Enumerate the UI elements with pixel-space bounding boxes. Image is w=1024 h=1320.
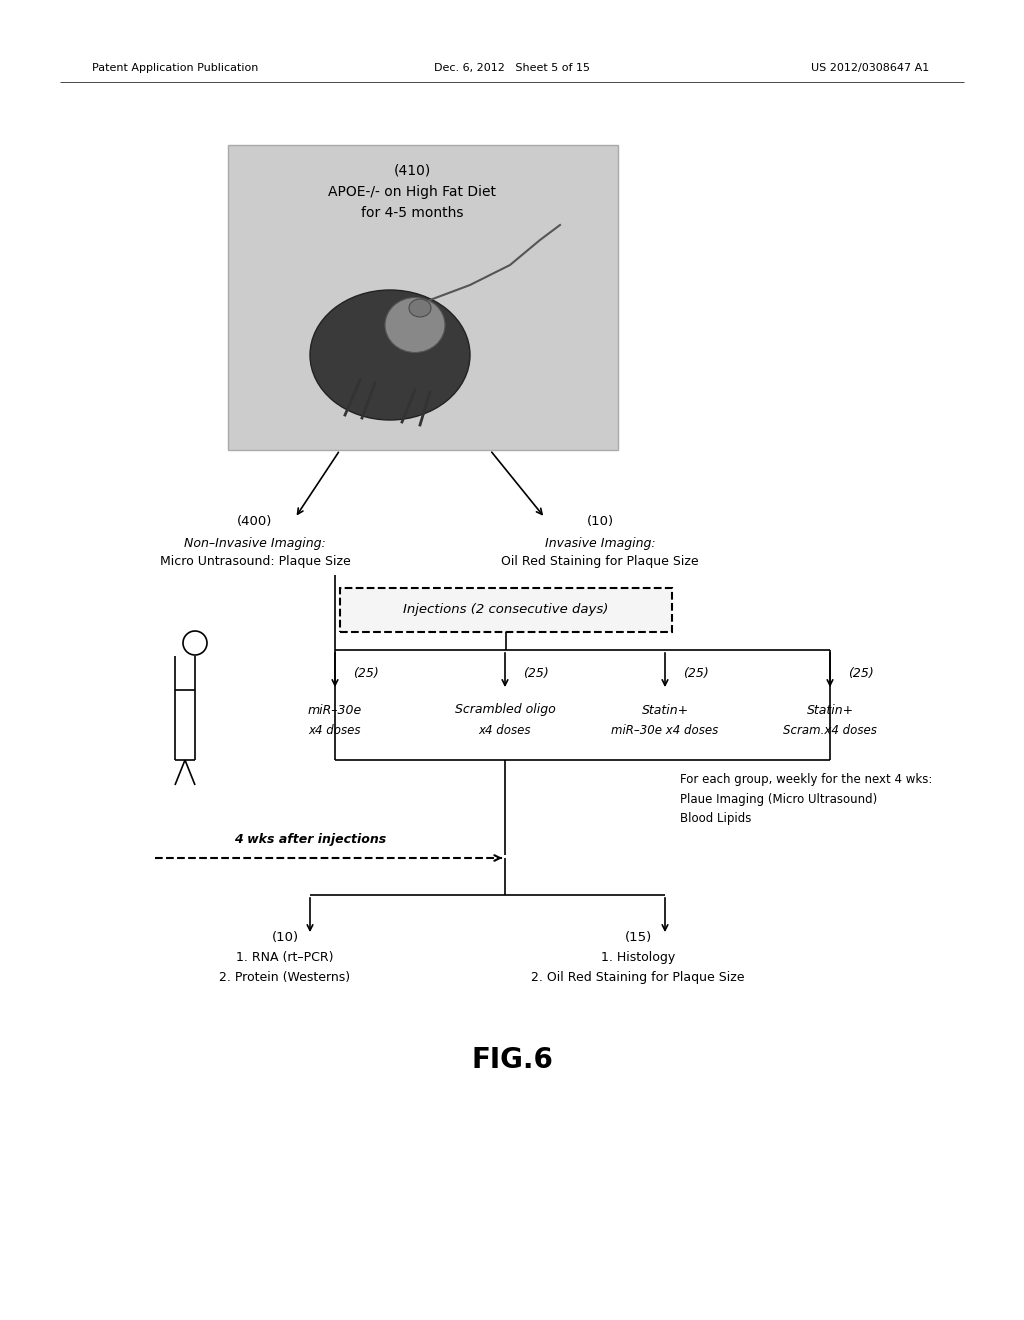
Text: for 4-5 months: for 4-5 months (360, 206, 463, 220)
Text: Scrambled oligo: Scrambled oligo (455, 704, 555, 717)
Text: Statin+: Statin+ (807, 704, 854, 717)
Text: For each group, weekly for the next 4 wks:: For each group, weekly for the next 4 wk… (680, 774, 933, 785)
Bar (228, 145, 618, 450)
Text: x4 doses: x4 doses (479, 723, 531, 737)
Text: (25): (25) (523, 667, 549, 680)
Text: 2. Protein (Westerns): 2. Protein (Westerns) (219, 972, 350, 985)
Text: Statin+: Statin+ (641, 704, 688, 717)
Text: Plaue Imaging (Micro Ultrasound): Plaue Imaging (Micro Ultrasound) (680, 793, 878, 807)
Text: US 2012/0308647 A1: US 2012/0308647 A1 (811, 63, 929, 73)
Circle shape (183, 631, 207, 655)
Bar (340, 587, 672, 632)
Text: Patent Application Publication: Patent Application Publication (92, 63, 258, 73)
Text: (15): (15) (625, 932, 651, 945)
Text: Micro Untrasound: Plaque Size: Micro Untrasound: Plaque Size (160, 556, 350, 569)
Text: (25): (25) (848, 667, 873, 680)
Text: Injections (2 consecutive days): Injections (2 consecutive days) (403, 603, 608, 616)
Text: Oil Red Staining for Plaque Size: Oil Red Staining for Plaque Size (501, 556, 698, 569)
Text: 2. Oil Red Staining for Plaque Size: 2. Oil Red Staining for Plaque Size (531, 972, 744, 985)
Text: Blood Lipids: Blood Lipids (680, 812, 752, 825)
Text: Non–Invasive Imaging:: Non–Invasive Imaging: (184, 537, 326, 550)
Text: (25): (25) (683, 667, 709, 680)
Text: miR–30e: miR–30e (308, 704, 362, 717)
Text: FIG.6: FIG.6 (471, 1045, 553, 1074)
Text: 1. Histology: 1. Histology (601, 952, 675, 965)
Text: Invasive Imaging:: Invasive Imaging: (545, 537, 655, 550)
Text: (410): (410) (393, 162, 431, 177)
Text: (25): (25) (353, 667, 379, 680)
Text: (10): (10) (271, 932, 299, 945)
Text: 1. RNA (rt–PCR): 1. RNA (rt–PCR) (237, 952, 334, 965)
Ellipse shape (310, 290, 470, 420)
Ellipse shape (409, 300, 431, 317)
Text: APOE-/- on High Fat Diet: APOE-/- on High Fat Diet (328, 185, 496, 199)
Text: miR–30e x4 doses: miR–30e x4 doses (611, 723, 719, 737)
Ellipse shape (385, 297, 445, 352)
Text: (10): (10) (587, 516, 613, 528)
Text: 4 wks after injections: 4 wks after injections (233, 833, 386, 846)
Text: (400): (400) (238, 516, 272, 528)
Text: x4 doses: x4 doses (309, 723, 361, 737)
Text: Dec. 6, 2012   Sheet 5 of 15: Dec. 6, 2012 Sheet 5 of 15 (434, 63, 590, 73)
Text: Scram.x4 doses: Scram.x4 doses (783, 723, 877, 737)
